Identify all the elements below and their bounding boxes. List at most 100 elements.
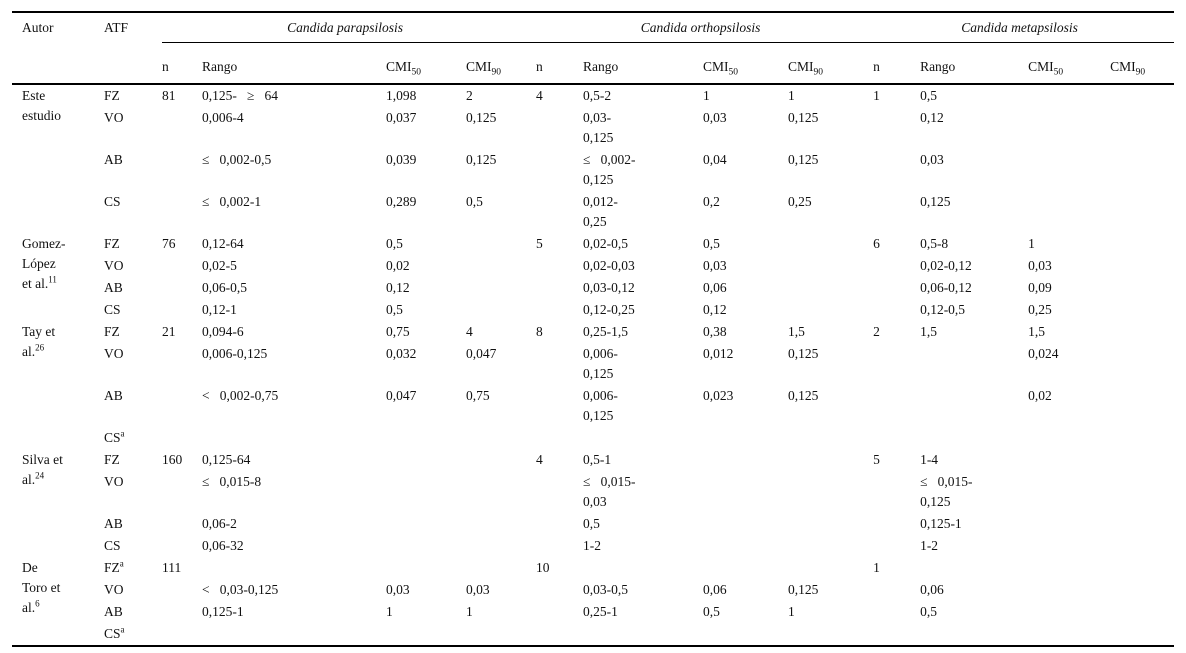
cmi-subscript: 90: [491, 67, 502, 78]
value-cell: 6: [873, 236, 880, 251]
atf-code: CS: [104, 538, 121, 553]
atf-code: VO: [104, 474, 124, 489]
value-cell: [873, 343, 920, 385]
atf-footnote-marker: a: [120, 428, 125, 439]
value-cell: [1110, 191, 1174, 233]
value-cell: 0,023: [703, 388, 734, 403]
value-cell: [536, 535, 583, 557]
value-cell: 1,5: [788, 324, 805, 339]
value-cell: [536, 255, 583, 277]
author-name: Gomez- López et al.: [22, 236, 66, 291]
value-cell: [1028, 149, 1110, 191]
table-row: Gomez- López et al.11 FZ 76 0,12-64 0,5 5 0,02…: [12, 233, 1174, 291]
value-cell: [873, 191, 920, 233]
value-cell: 1,098: [386, 88, 417, 103]
value-cell: 0,06-32: [202, 538, 244, 553]
value-cell: [162, 471, 202, 513]
value-cell: 0,12: [386, 280, 410, 295]
value-cell: 0,02-5: [202, 258, 237, 273]
value-cell: 0,5: [386, 302, 403, 317]
value-cell: 1: [788, 88, 795, 103]
value-cell: 0,06: [703, 280, 727, 295]
value-cell: [536, 601, 583, 623]
atf-column-header: ATF: [104, 12, 162, 85]
value-cell: 0,006- 0,125: [583, 388, 618, 423]
atf-code: FZ: [104, 324, 120, 339]
value-cell: 1: [1028, 236, 1035, 251]
value-cell: [162, 107, 202, 149]
value-cell: 1,5: [920, 324, 937, 339]
value-cell: [1028, 107, 1110, 149]
value-cell: 0,125: [920, 194, 951, 209]
species-header-row: Autor ATF Candida parapsilosis Candida o…: [12, 12, 1175, 85]
atf-cell: AB: [104, 385, 162, 427]
value-cell: [162, 601, 202, 623]
col-header-cmi90: CMI90: [788, 42, 874, 85]
atf-cell: FZ: [104, 449, 162, 471]
value-cell: 0,75: [386, 324, 410, 339]
atf-code: CS: [104, 302, 121, 317]
value-cell: [1028, 623, 1110, 646]
value-cell: 0,024: [1028, 346, 1059, 361]
value-cell: 111: [162, 560, 182, 575]
value-cell: [873, 535, 920, 557]
value-cell: [386, 449, 466, 471]
value-cell: 0,12-0,5: [920, 302, 966, 317]
value-cell: 1: [788, 604, 795, 619]
value-cell: [162, 343, 202, 385]
value-cell: 5: [873, 452, 880, 467]
atf-code: FZ: [104, 560, 120, 575]
value-cell: [1110, 84, 1174, 107]
value-cell: 1: [703, 88, 710, 103]
value-cell: 1: [873, 88, 880, 103]
col-header-cmi90: CMI90: [466, 42, 537, 85]
value-cell: [202, 557, 386, 579]
value-cell: 0,5: [466, 194, 483, 209]
value-cell: ≤ 0,015-8: [202, 474, 262, 489]
value-cell: 0,094-6: [202, 324, 244, 339]
value-cell: [202, 623, 386, 646]
value-cell: 0,25-1,5: [583, 324, 629, 339]
col-header-cmi50: CMI50: [1028, 42, 1111, 85]
atf-cell: FZ: [104, 233, 162, 255]
value-cell: [873, 149, 920, 191]
value-cell: 0,5-1: [583, 452, 612, 467]
value-cell: 0,02: [1028, 388, 1052, 403]
value-cell: 0,03: [386, 582, 410, 597]
atf-cell: AB: [104, 513, 162, 535]
value-cell: 76: [162, 236, 176, 251]
value-cell: [386, 513, 466, 535]
table-row: De Toro et al.6 FZa 111 10 1: [12, 557, 1174, 615]
atf-code: CS: [104, 626, 121, 641]
value-cell: [386, 535, 466, 557]
value-cell: 0,5: [920, 604, 937, 619]
value-cell: [873, 385, 920, 427]
species-header-parapsilosis: Candida parapsilosis: [162, 12, 537, 43]
value-cell: [466, 427, 536, 449]
value-cell: [1110, 149, 1174, 191]
value-cell: [1110, 233, 1174, 255]
value-cell: [1110, 535, 1174, 557]
value-cell: [583, 557, 703, 579]
value-cell: [536, 513, 583, 535]
col-header-n: n: [873, 42, 921, 85]
value-cell: 1: [386, 604, 393, 619]
table-row: VO 0,006-0,125 0,032 0,047 0,006- 0,125 0,012…: [12, 343, 1174, 385]
value-cell: ≤ 0,015- 0,125: [920, 474, 973, 509]
value-cell: [466, 233, 536, 255]
value-cell: 0,125: [788, 388, 819, 403]
value-cell: 4: [536, 452, 543, 467]
atf-code: FZ: [104, 88, 120, 103]
table-row: VO 0,02-5 0,02 0,02-0,03 0,03 0,02-0,12 0,03: [12, 255, 1174, 277]
value-cell: [536, 579, 583, 601]
value-cell: 5: [536, 236, 543, 251]
value-cell: [1110, 449, 1174, 471]
value-cell: 0,09: [1028, 280, 1052, 295]
value-cell: [1110, 427, 1174, 449]
value-cell: [583, 623, 703, 646]
value-cell: [873, 471, 920, 513]
value-cell: [536, 623, 583, 646]
value-cell: 0,02-0,12: [920, 258, 972, 273]
value-cell: [386, 471, 466, 513]
atf-cell: VO: [104, 343, 162, 385]
